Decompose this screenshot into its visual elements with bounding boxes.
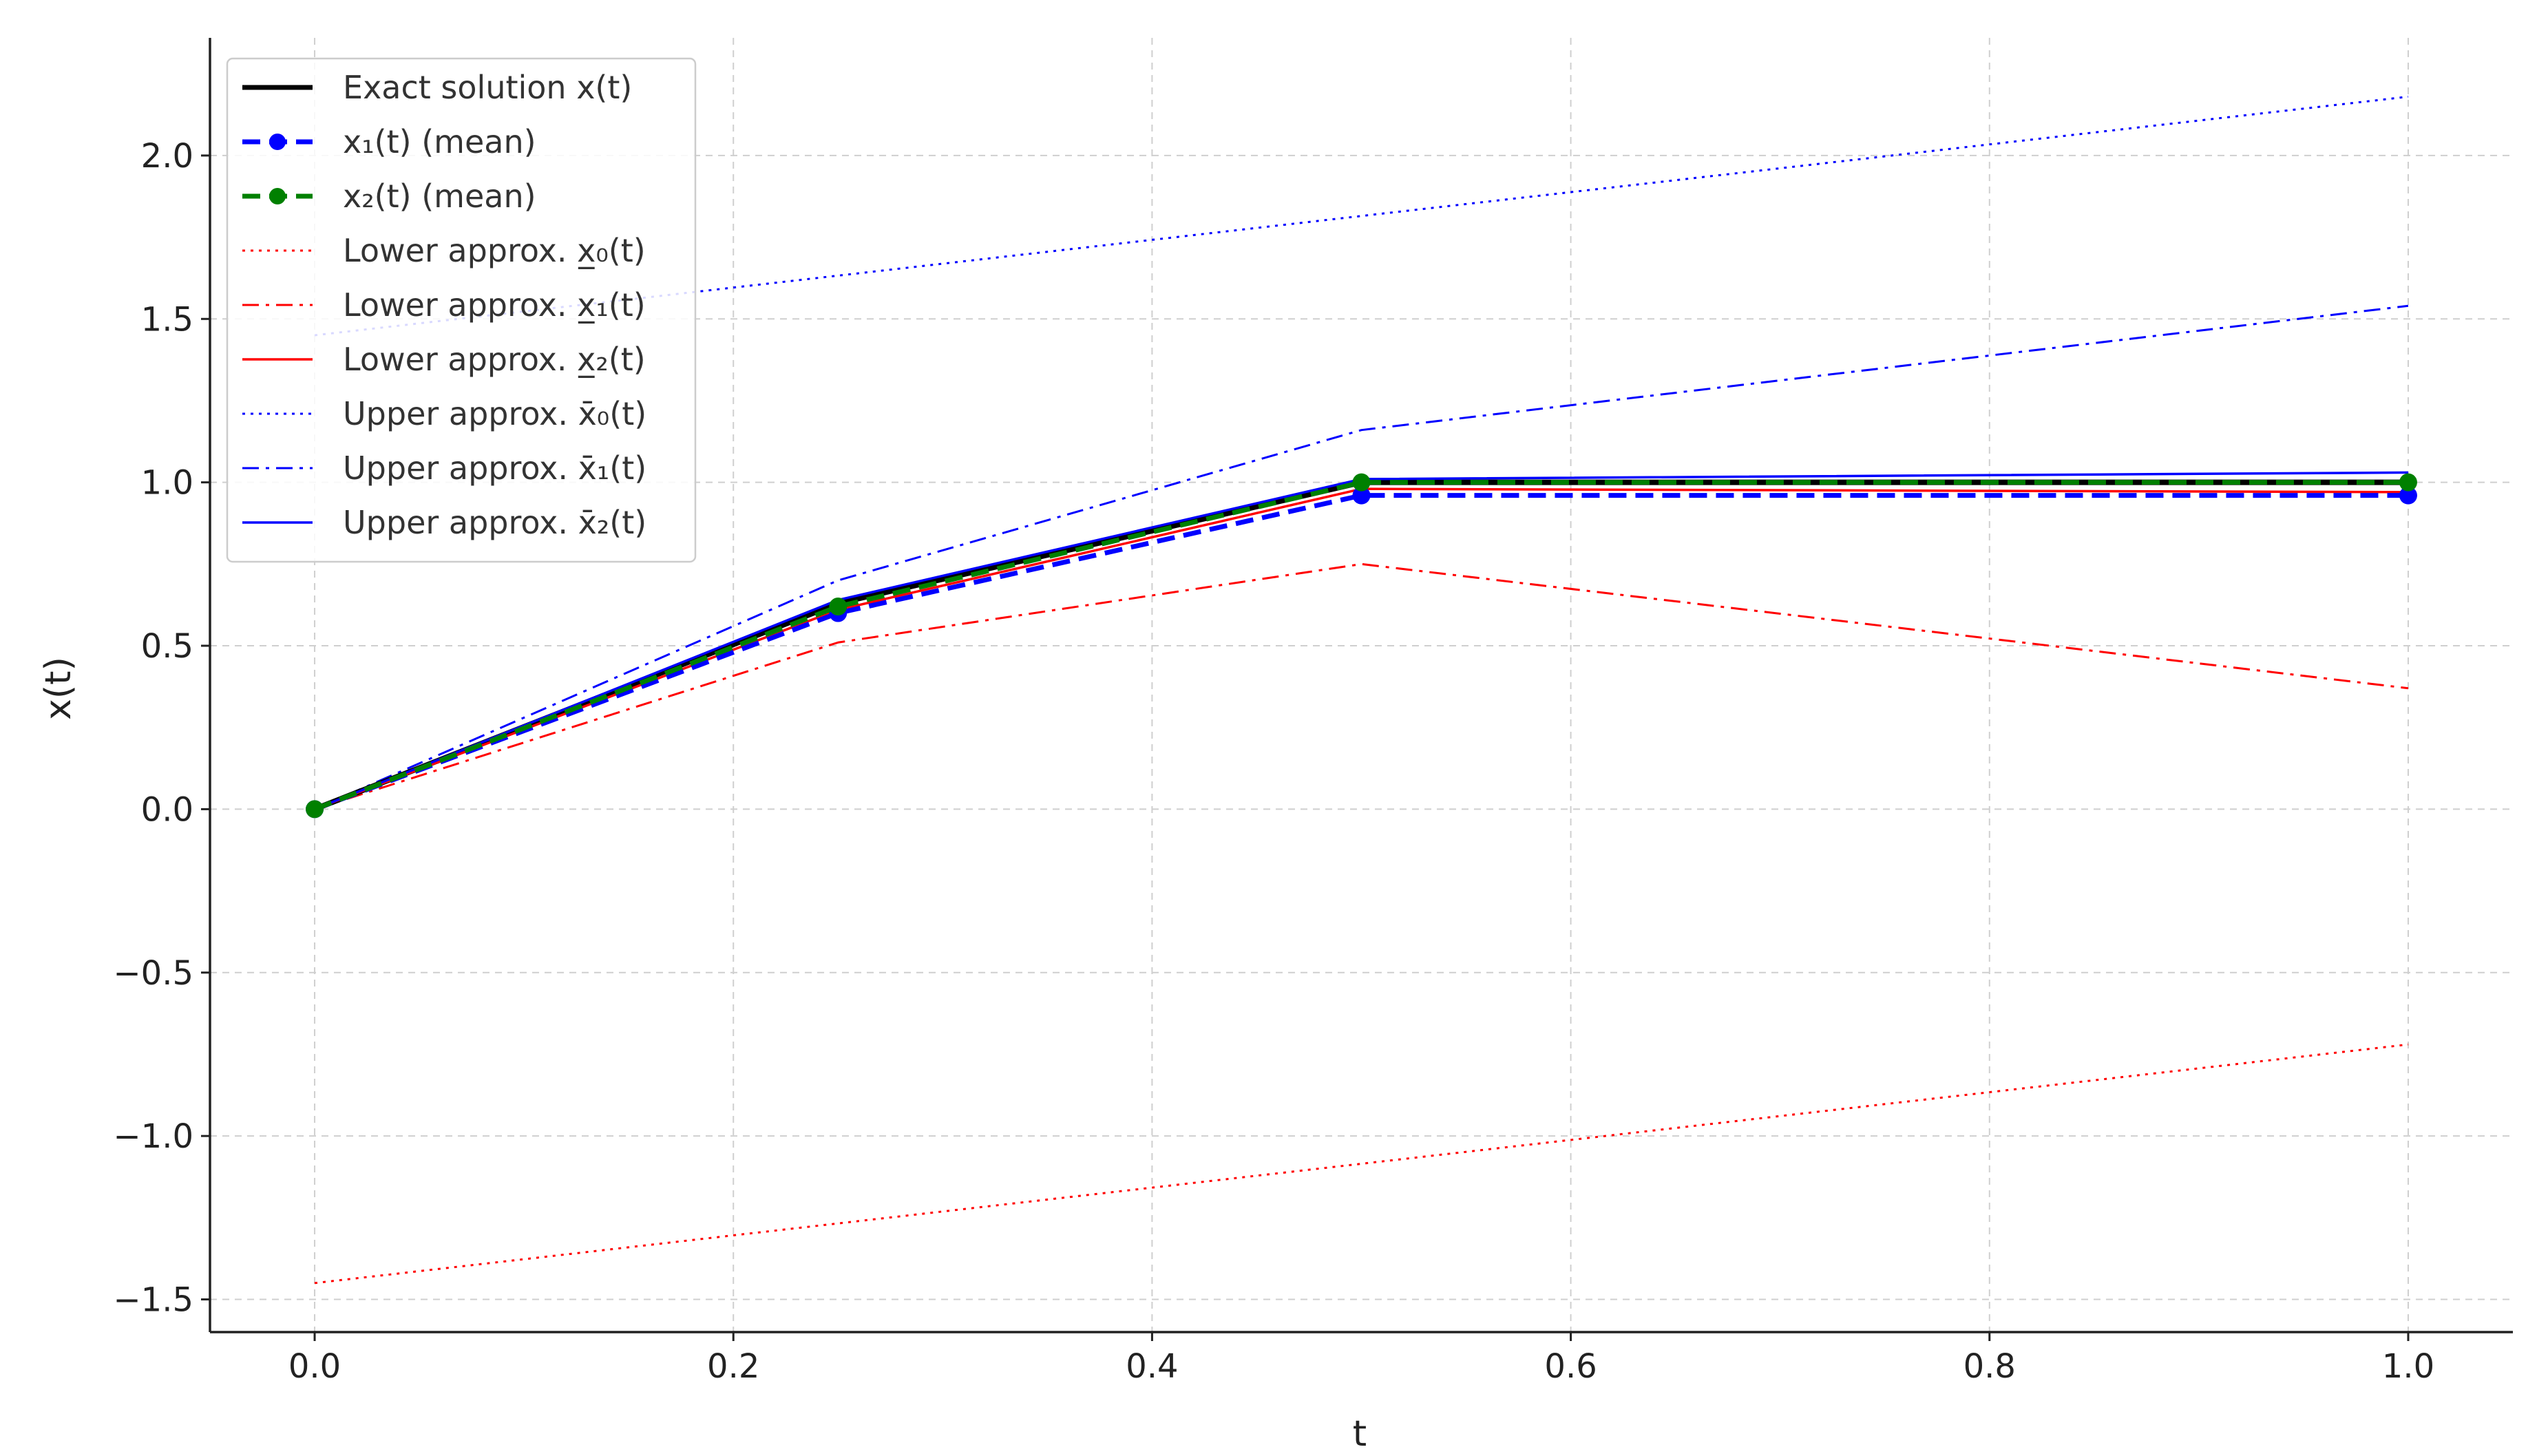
y-tick-label: 2.0 xyxy=(141,137,193,176)
series-8-point xyxy=(2399,473,2417,492)
y-tick-label: 0.5 xyxy=(141,627,193,666)
legend-marker xyxy=(269,134,286,150)
ticks: 0.0 0.2 0.4 0.6 0.8 1.0 −1.5 −1.0 −0.5 0.0 0.5 1.0 1… xyxy=(113,137,2434,1386)
x-tick-label: 0.4 xyxy=(1126,1347,1178,1386)
x-tick-label: 0.2 xyxy=(707,1347,759,1386)
x-axis-label: t xyxy=(1353,1413,1367,1455)
series-layer xyxy=(306,95,2417,1285)
axes xyxy=(209,38,2513,1333)
series-1-line xyxy=(314,1043,2409,1285)
y-tick-label: −1.5 xyxy=(113,1281,193,1320)
legend-marker xyxy=(269,188,286,204)
legend-label: Lower approx. x̲₁(t) xyxy=(343,286,646,324)
legend-label: x₁(t) (mean) xyxy=(343,123,536,160)
x-tick-label: 0.0 xyxy=(288,1347,341,1386)
legend-label: Upper approx. x̄₀(t) xyxy=(343,395,646,432)
series-8-point xyxy=(829,598,847,616)
x-tick-label: 0.8 xyxy=(1963,1347,2016,1386)
series-6-line xyxy=(314,471,2408,811)
grid xyxy=(210,38,2513,1332)
series-7-point xyxy=(2399,486,2417,505)
legend-label: Lower approx. x̲₀(t) xyxy=(343,232,646,269)
legend-label: Upper approx. x̄₁(t) xyxy=(343,450,646,487)
y-tick-label: 1.5 xyxy=(141,300,193,339)
series-8-point xyxy=(306,800,324,819)
series-8-point xyxy=(1352,473,1371,492)
x-tick-label: 1.0 xyxy=(2382,1347,2434,1386)
series-7-line xyxy=(313,493,2408,812)
y-tick-label: −1.0 xyxy=(113,1117,193,1156)
series-2-line xyxy=(314,304,2409,810)
y-tick-label: −0.5 xyxy=(113,954,193,993)
legend-label: Upper approx. x̄₂(t) xyxy=(343,504,646,541)
legend-label: x₂(t) (mean) xyxy=(343,178,536,215)
x-tick-label: 0.6 xyxy=(1544,1347,1597,1386)
legend-box xyxy=(226,57,697,563)
series-7-point xyxy=(1352,486,1371,505)
series-3-line xyxy=(314,562,2409,810)
series-8-line xyxy=(313,480,2408,812)
legend-label: Exact solution x(t) xyxy=(343,69,632,106)
y-axis-label: x(t) xyxy=(38,657,79,720)
y-tick-label: 0.0 xyxy=(141,790,193,829)
legend-label: Lower approx. x̲₂(t) xyxy=(343,341,646,378)
legend: Exact solution x(t) x₁(t) (mean) x₂(t) (me… xyxy=(226,57,697,563)
y-tick-label: 1.0 xyxy=(141,464,193,503)
